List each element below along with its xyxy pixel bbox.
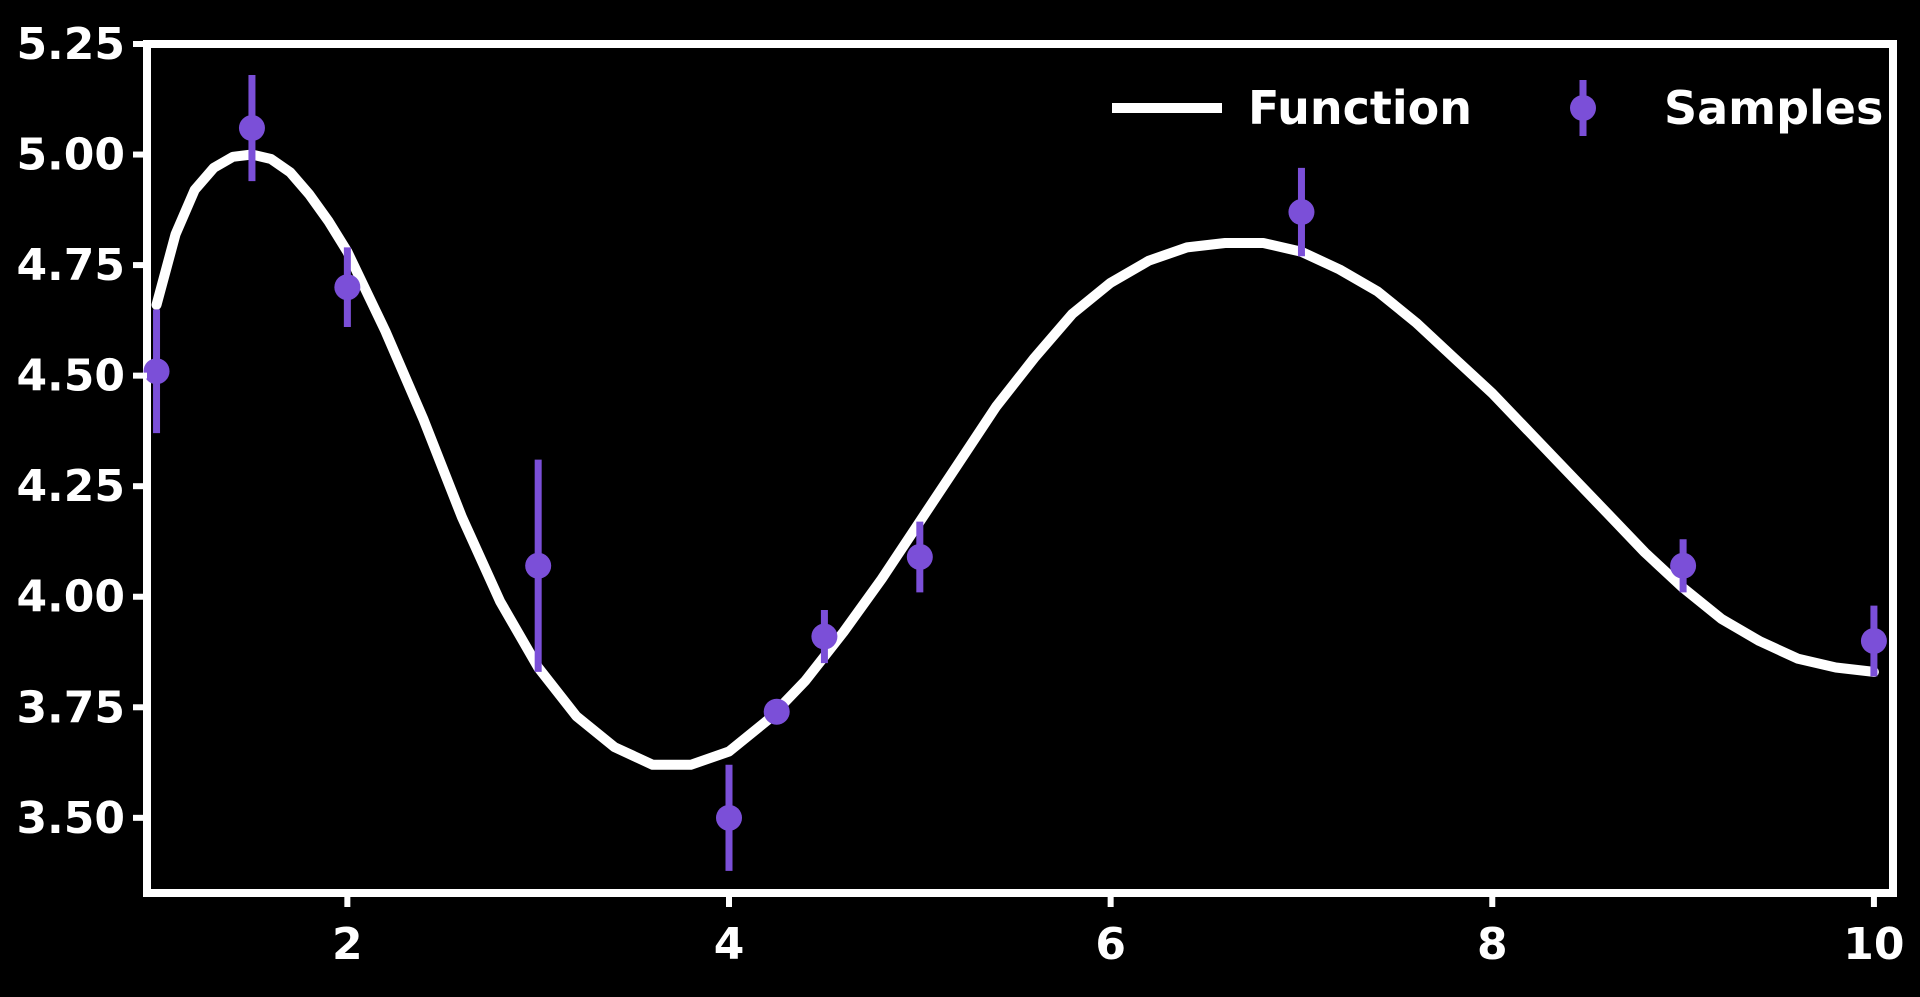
y-tick-label: 3.75 [16,682,125,733]
x-tick-label: 10 [1843,919,1904,970]
sample-point [1860,605,1887,677]
sample-point [238,74,265,182]
sample-point [525,459,552,672]
legend-samples-marker [1570,95,1596,121]
legend-samples-label: Samples [1664,81,1883,135]
sample-point [1288,167,1315,257]
sample-point [763,698,790,725]
plot-frame [143,40,1897,897]
y-tick-label: 4.50 [16,351,125,402]
y-tick-label: 3.50 [16,793,125,844]
sample-marker [1670,552,1697,579]
x-tick-label: 8 [1477,919,1508,970]
sample-point [334,247,361,327]
y-tick-label: 4.00 [16,572,125,623]
sample-marker [906,543,933,570]
x-tick-label: 4 [714,919,745,970]
sample-point [1670,539,1697,593]
function-line [151,149,1879,770]
y-tick-label: 4.75 [16,240,125,291]
y-axis: 3.50 3.75 4.00 4.25 4.50 4.75 5.00 5.25 [16,19,147,844]
sample-marker [763,698,790,725]
x-tick-label: 2 [332,919,363,970]
y-tick-label: 5.00 [16,130,125,181]
x-tick-label: 6 [1095,919,1126,970]
sample-marker [811,623,838,650]
sample-point [716,764,742,871]
sample-marker [334,274,361,301]
sample-point [906,521,933,593]
y-tick-label: 4.25 [16,461,125,512]
sample-point [811,610,838,664]
sample-marker [1860,627,1887,654]
sample-marker [716,804,742,831]
sample-marker [238,115,265,142]
legend-function-label: Function [1248,81,1472,135]
plot-area [143,40,1897,897]
sample-point [143,309,170,434]
sample-marker [1288,199,1315,226]
sample-marker [143,358,170,385]
y-tick-label: 5.25 [16,19,125,70]
sample-marker [525,552,552,579]
x-axis: 2 4 6 8 10 [332,893,1905,970]
legend: Function Samples [1112,80,1883,136]
